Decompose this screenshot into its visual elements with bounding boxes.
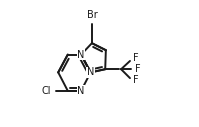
Text: Cl: Cl <box>42 86 51 96</box>
Text: N: N <box>87 67 94 77</box>
Text: F: F <box>133 75 138 85</box>
Text: N: N <box>77 86 85 96</box>
Text: F: F <box>135 64 141 74</box>
Text: Br: Br <box>87 10 97 20</box>
Text: F: F <box>133 53 138 63</box>
Text: N: N <box>77 50 85 60</box>
